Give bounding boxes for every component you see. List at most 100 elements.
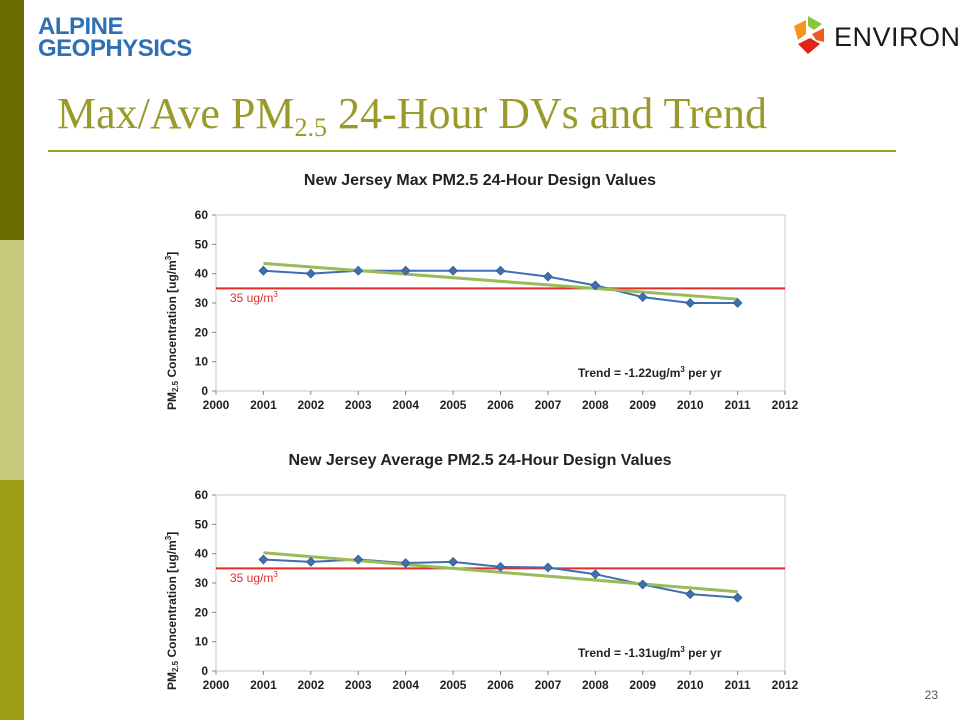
trend-unit-end: per yr [684, 366, 722, 380]
ref-label-sup: 3 [273, 290, 278, 299]
y-tick-label: 10 [195, 355, 209, 369]
x-tick-label: 2001 [250, 678, 277, 692]
x-tick-label: 2007 [535, 398, 562, 412]
ref-label-sup: 3 [273, 570, 278, 579]
data-point [685, 589, 696, 600]
page-number: 23 [924, 688, 938, 702]
y-tick-label: 20 [195, 605, 209, 619]
trend-line [263, 551, 738, 594]
y-tick-label: 50 [195, 237, 209, 251]
plot-area [215, 494, 786, 672]
ylabel-main: PM [165, 392, 179, 410]
y-tick-label: 30 [195, 576, 209, 590]
data-point [448, 556, 459, 567]
x-tick-label: 2005 [440, 398, 467, 412]
environ-logo: ENVIRON [788, 14, 960, 58]
y-tick-label: 40 [195, 547, 209, 561]
trend-annotation: Trend = -1.31ug/m3 per yr [578, 645, 722, 660]
y-axis-label: PM2.5 Concentration [ug/m3] [164, 532, 180, 690]
data-point [353, 265, 364, 276]
sidebar-stripe [0, 0, 24, 720]
data-point [495, 265, 506, 276]
y-tick-label: 60 [195, 488, 209, 502]
data-point [448, 265, 459, 276]
ref-label-main: 35 ug/m [230, 291, 274, 305]
data-point [258, 265, 269, 276]
ref-label-main: 35 ug/m [230, 571, 274, 585]
x-tick-label: 2008 [582, 398, 609, 412]
x-tick-label: 2010 [677, 678, 704, 692]
x-tick-label: 2002 [297, 678, 324, 692]
x-tick-label: 2004 [392, 398, 419, 412]
data-point [400, 558, 411, 568]
sidebar-band-light [0, 240, 24, 480]
reference-line-label: 35 ug/m3 [230, 570, 278, 585]
chart-title: New Jersey Average PM2.5 24-Hour Design … [288, 452, 672, 469]
x-tick-label: 2006 [487, 398, 514, 412]
x-tick-label: 2010 [677, 398, 704, 412]
y-tick-label: 0 [201, 384, 208, 398]
x-tick-label: 2009 [629, 398, 656, 412]
ylabel-end: ] [165, 251, 179, 256]
ylabel-sub: 2.5 [171, 380, 180, 392]
data-point [732, 592, 743, 603]
sidebar-band-mid [0, 480, 24, 720]
trend-value: -1.31 [624, 646, 652, 660]
chart-title: New Jersey Max PM2.5 24-Hour Design Valu… [303, 172, 657, 189]
ylabel-sup: 3 [164, 255, 173, 261]
trend-unit-sup: 3 [680, 645, 685, 654]
x-tick-label: 2009 [629, 678, 656, 692]
y-tick-label: 40 [195, 267, 209, 281]
trend-prefix: Trend = [578, 646, 625, 660]
title-main: Max/Ave PM [57, 89, 295, 138]
y-axis-label: PM2.5 Concentration [ug/m3] [164, 252, 180, 410]
x-tick-label: 2004 [392, 678, 419, 692]
max-dv-chart: New Jersey Max PM2.5 24-Hour Design Valu… [160, 172, 800, 422]
trend-unit-end: per yr [684, 646, 722, 660]
average-dv-chart: New Jersey Average PM2.5 24-Hour Design … [160, 452, 800, 702]
y-tick-label: 50 [195, 517, 209, 531]
y-tick-label: 20 [195, 325, 209, 339]
x-tick-label: 2003 [345, 398, 372, 412]
average-dv-chart-svg: 0 10 20 30 40 50 60 2000 2001 2002 2003 2004 2005 200… [195, 488, 799, 692]
y-tick-label: 30 [195, 296, 209, 310]
data-point [353, 554, 364, 565]
title-rule [48, 150, 896, 152]
x-tick-label: 2012 [772, 398, 799, 412]
x-tick-label: 2002 [297, 398, 324, 412]
ylabel-end: ] [165, 531, 179, 536]
x-tick-label: 2005 [440, 678, 467, 692]
trend-value: -1.22 [624, 366, 652, 380]
data-point [732, 298, 743, 308]
ylabel-main: PM [165, 672, 179, 690]
environ-logo-icon [794, 16, 824, 54]
x-tick-label: 2001 [250, 398, 277, 412]
data-point [637, 292, 648, 303]
x-tick-label: 2012 [772, 678, 799, 692]
x-tick-label: 2003 [345, 678, 372, 692]
data-point [590, 569, 601, 580]
title-rest: 24-Hour DVs and Trend [327, 89, 768, 138]
data-point [305, 268, 316, 279]
data-point [495, 561, 506, 572]
x-tick-label: 2000 [203, 678, 230, 692]
x-tick-label: 2006 [487, 678, 514, 692]
trend-unit: ug/m [651, 366, 681, 380]
trend-prefix: Trend = [578, 366, 625, 380]
alpine-geophysics-logo: ALPINE GEOPHYSICS [38, 13, 192, 62]
data-point [305, 556, 316, 567]
sidebar-band-dark [0, 0, 24, 240]
logo-line-2: GEOPHYSICS [38, 35, 192, 62]
reference-line-label: 35 ug/m3 [230, 290, 278, 305]
x-tick-label: 2011 [725, 398, 751, 412]
max-dv-chart-svg: 0 10 20 30 40 50 60 2000 2001 2002 2003 2004 2005 200… [195, 208, 799, 412]
ylabel-rest: Concentration [ug/m [165, 540, 179, 661]
logo-line-1: ALPINE [38, 13, 124, 40]
data-point [400, 265, 411, 276]
trend-annotation: Trend = -1.22ug/m3 per yr [578, 365, 722, 380]
x-tick-label: 2011 [725, 678, 751, 692]
trend-unit: ug/m [651, 646, 681, 660]
y-tick-label: 10 [195, 635, 209, 649]
trend-line [263, 261, 738, 301]
ylabel-rest: Concentration [ug/m [165, 260, 179, 381]
